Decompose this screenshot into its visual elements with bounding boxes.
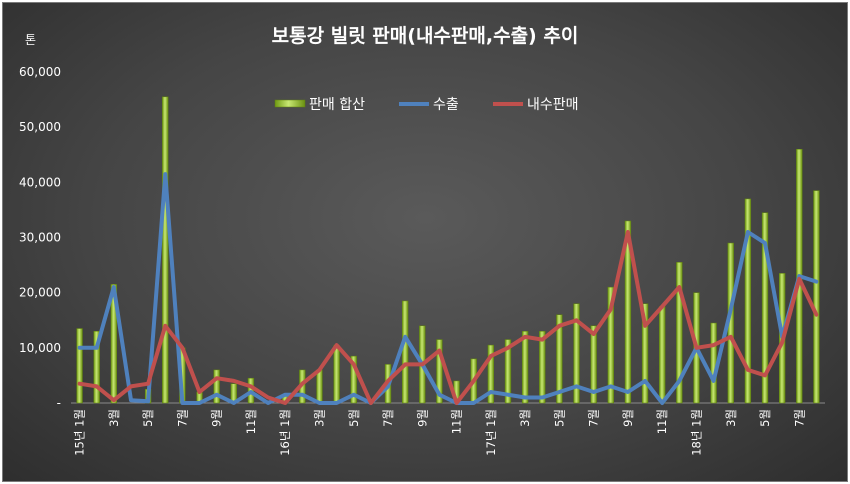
x-tick-label: 5월 bbox=[552, 409, 566, 427]
x-tick-label: 7월 bbox=[792, 409, 806, 427]
x-tick-label: 7월 bbox=[381, 409, 395, 427]
bar-total-sales bbox=[710, 322, 717, 404]
y-tick-label: 60,000 bbox=[19, 65, 61, 79]
bar-total-sales bbox=[761, 212, 769, 404]
line-domestic-sales bbox=[77, 230, 819, 405]
bar-total-sales bbox=[624, 220, 632, 404]
x-tick-label: 5월 bbox=[347, 409, 361, 427]
bar-total-sales bbox=[813, 190, 820, 404]
line-export bbox=[77, 172, 819, 405]
legend-label: 수출 bbox=[433, 97, 459, 113]
bar-total-sales bbox=[641, 303, 649, 404]
x-tick-label: 3월 bbox=[107, 409, 121, 427]
x-tick-label: 15년 1월 bbox=[73, 409, 87, 456]
x-tick-label: 7월 bbox=[175, 409, 189, 427]
x-tick-label: 3월 bbox=[724, 409, 738, 427]
bar-total-sales bbox=[93, 331, 100, 404]
y-tick-label: 30,000 bbox=[19, 231, 61, 245]
y-tick-label: 40,000 bbox=[19, 175, 61, 189]
x-tick-label: 11월 bbox=[244, 409, 258, 434]
x-tick-label: 5월 bbox=[141, 409, 155, 427]
bar-total-sales bbox=[110, 284, 118, 404]
bar-total-sales bbox=[350, 355, 357, 404]
bar-total-sales bbox=[162, 96, 169, 404]
y-axis-unit-label: 톤 bbox=[25, 33, 36, 47]
legend-label: 판매 합산 bbox=[309, 97, 365, 113]
bar-total-sales bbox=[659, 306, 666, 404]
x-tick-label: 9월 bbox=[210, 409, 224, 427]
x-tick-label: 3월 bbox=[312, 409, 326, 427]
chart-canvas: 보통강 빌릿 판매(내수판매,수출) 추이 톤 - 10,000 20,000 30,… bbox=[19, 25, 825, 456]
bar-total-sales bbox=[607, 286, 614, 404]
bar-total-sales bbox=[333, 344, 340, 404]
bar-total-sales bbox=[213, 369, 220, 404]
bar-total-sales bbox=[676, 262, 683, 404]
bar-total-sales bbox=[590, 325, 597, 404]
bar-total-sales bbox=[744, 198, 752, 404]
y-tick-label: 10,000 bbox=[19, 341, 61, 355]
bar-total-sales bbox=[556, 314, 563, 404]
bar-total-sales bbox=[401, 300, 409, 404]
bar-total-sales bbox=[316, 369, 323, 404]
legend: 판매 합산 수출 내수판매 bbox=[274, 97, 579, 113]
x-tick-label: 17년 1월 bbox=[484, 409, 498, 456]
y-tick-label: - bbox=[57, 396, 61, 410]
chart-title: 보통강 빌릿 판매(내수판매,수출) 추이 bbox=[272, 25, 579, 47]
x-tick-label: 16년 1월 bbox=[278, 409, 292, 456]
bar-total-sales bbox=[487, 344, 495, 404]
bar-total-sales bbox=[436, 339, 443, 404]
x-tick-label: 3월 bbox=[518, 409, 532, 427]
legend-label: 내수판매 bbox=[527, 97, 579, 113]
legend-swatch-total-sales bbox=[274, 99, 306, 108]
y-tick-label: 50,000 bbox=[19, 120, 61, 134]
x-tick-label: 9월 bbox=[415, 409, 429, 427]
bar-total-sales bbox=[539, 331, 546, 404]
x-tick-label: 11월 bbox=[655, 409, 669, 434]
x-tick-label: 7월 bbox=[587, 409, 601, 427]
bar-total-sales bbox=[521, 331, 529, 404]
x-tick-label: 9월 bbox=[621, 409, 635, 427]
x-tick-label: 5월 bbox=[758, 409, 772, 427]
y-tick-label: 20,000 bbox=[19, 286, 61, 300]
x-tick-label: 18년 1월 bbox=[689, 409, 703, 456]
bar-total-sales bbox=[76, 328, 83, 404]
x-tick-label: 11월 bbox=[450, 409, 464, 434]
bar-total-sales bbox=[504, 339, 512, 404]
bar-total-sales bbox=[573, 303, 580, 404]
